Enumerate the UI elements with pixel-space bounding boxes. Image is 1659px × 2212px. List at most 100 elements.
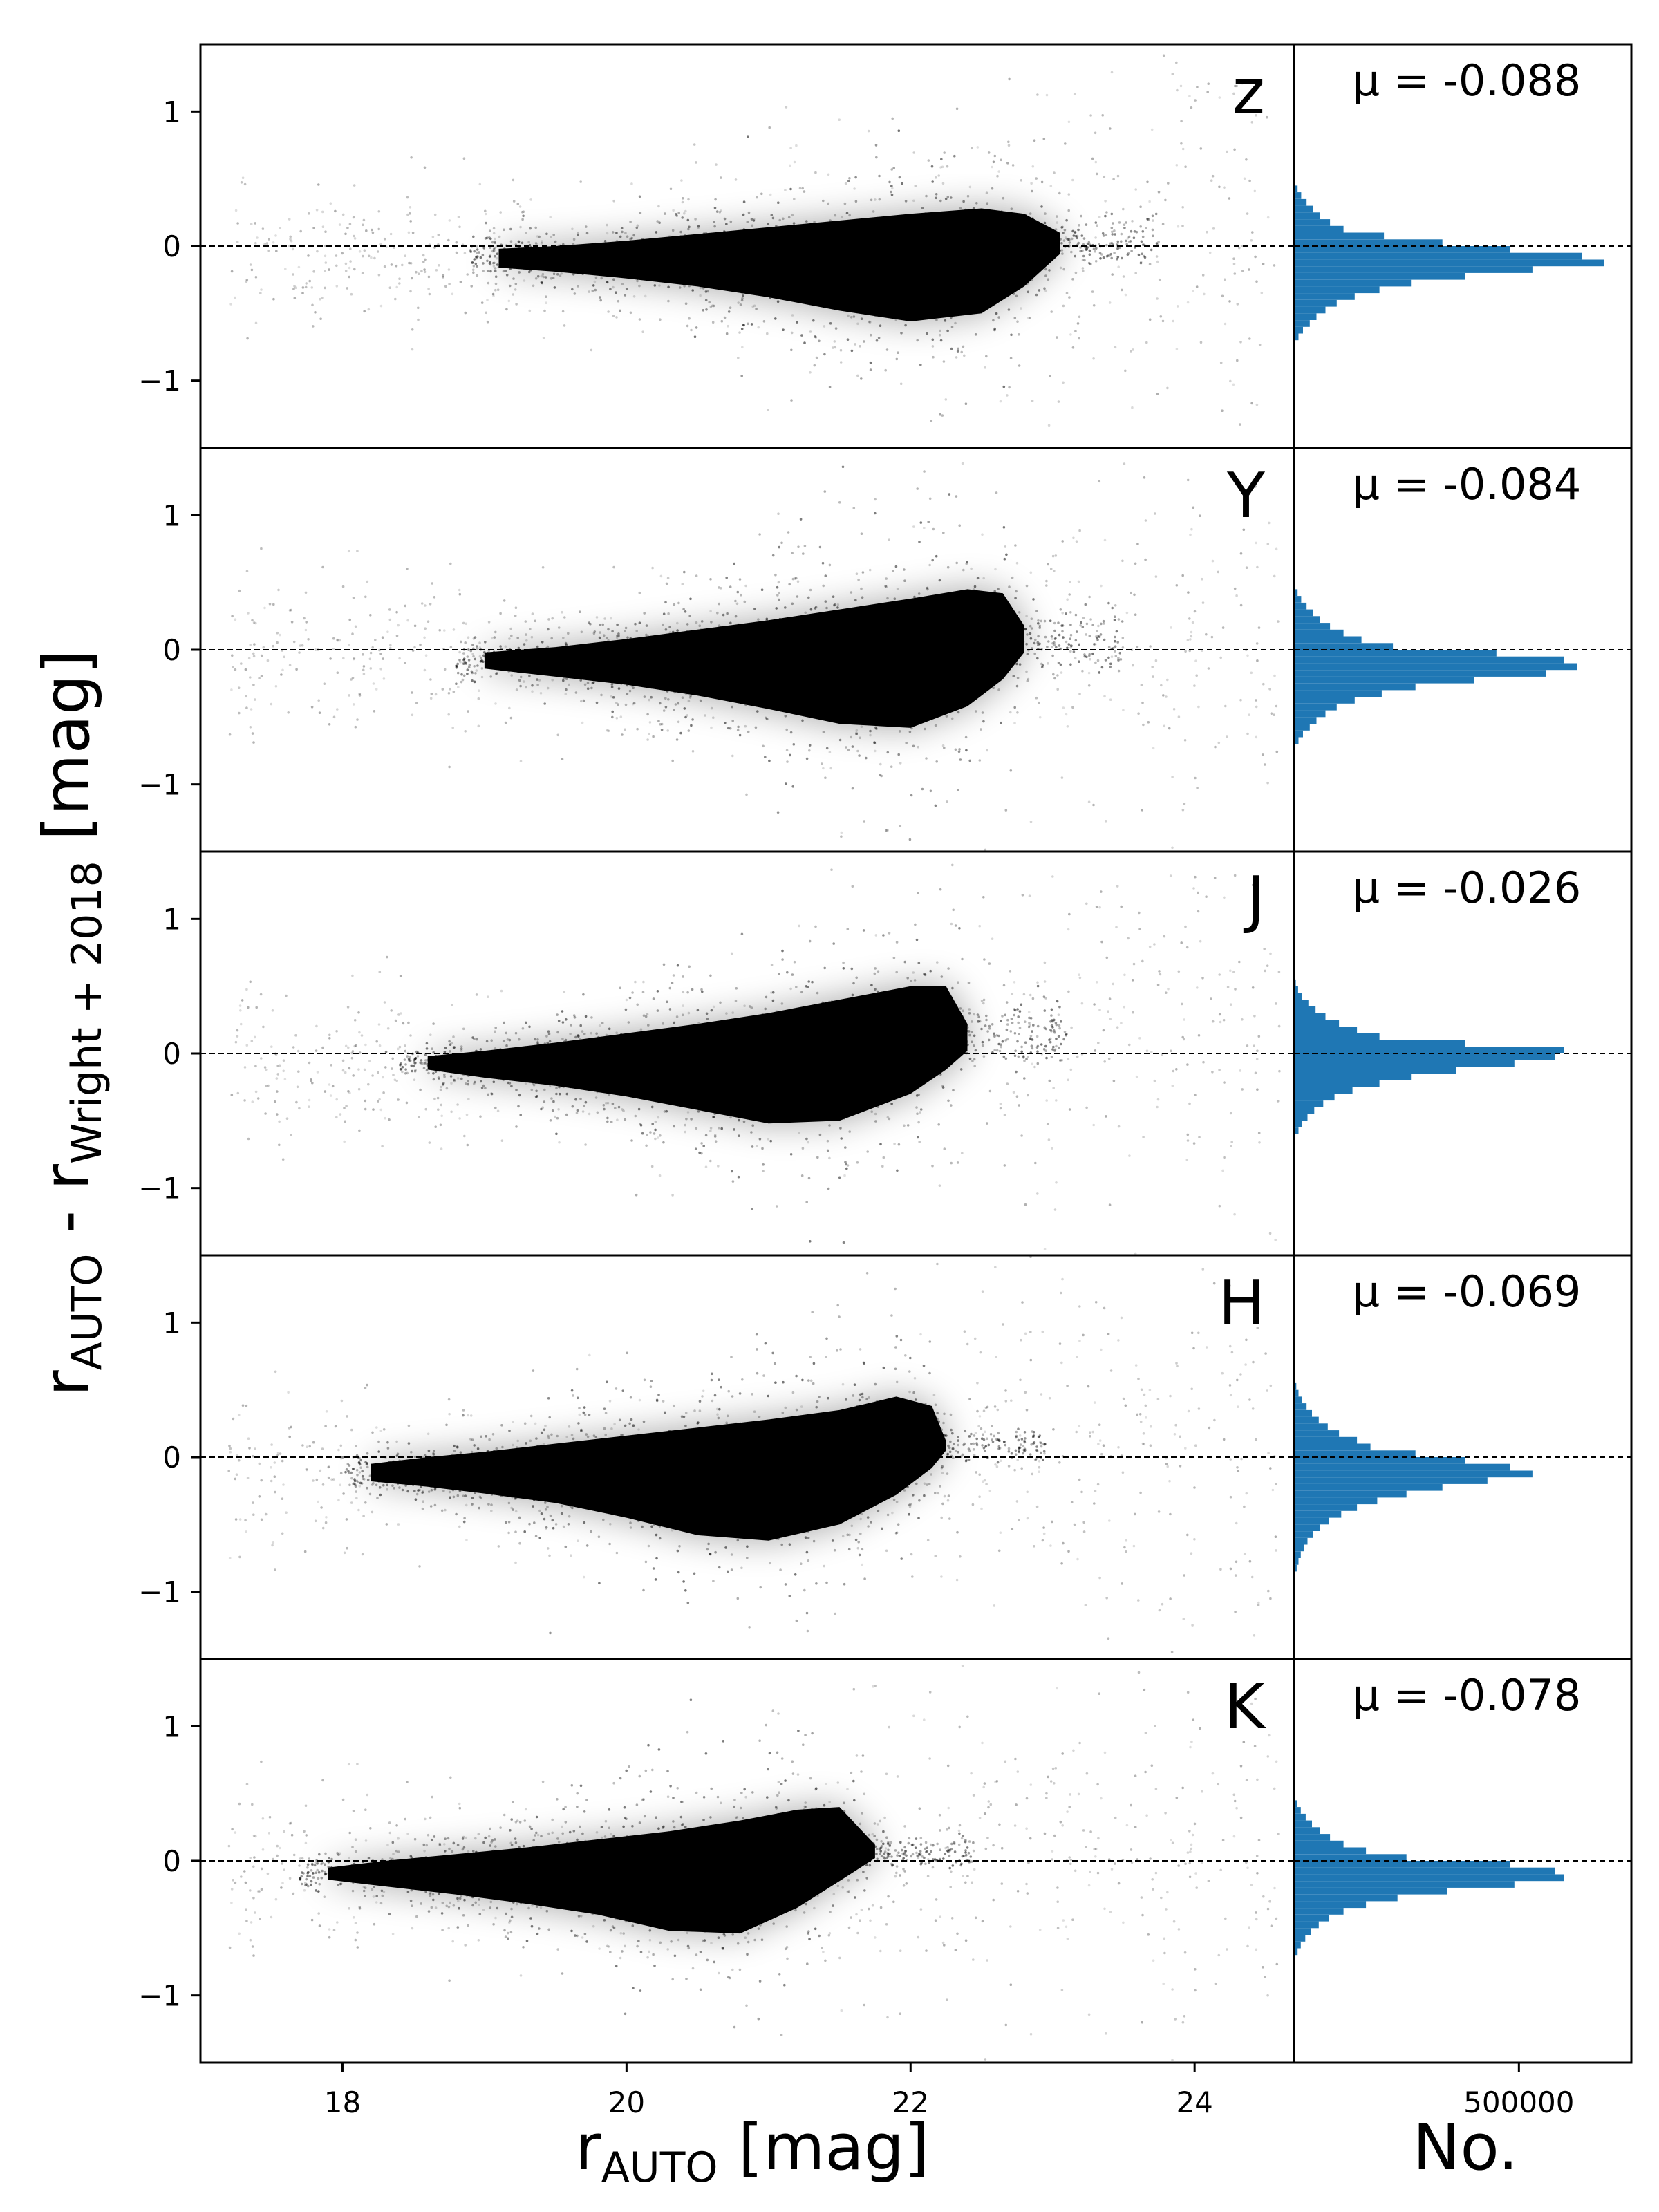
scatter-point [254, 698, 256, 701]
scatter-point [323, 682, 326, 685]
scatter-point [828, 386, 832, 388]
scatter-point [758, 533, 761, 536]
scatter-point [471, 644, 474, 646]
scatter-point [917, 745, 920, 749]
scatter-point [550, 236, 552, 238]
scatter-point [519, 1114, 522, 1116]
scatter-point [854, 176, 857, 179]
scatter-point [456, 1103, 459, 1106]
scatter-point [654, 1128, 657, 1132]
scatter-point [463, 1134, 466, 1138]
scatter-point [321, 225, 325, 229]
scatter-point [1142, 1136, 1145, 1138]
scatter-point [796, 580, 800, 583]
scatter-point [903, 1124, 906, 1127]
scatter-point [508, 637, 511, 640]
histogram-bar [1294, 724, 1310, 731]
scatter-point [1243, 177, 1246, 180]
histogram-bar [1294, 730, 1303, 738]
scatter-point [642, 980, 645, 984]
scatter-point [606, 729, 609, 732]
scatter-point [494, 1106, 497, 1109]
scatter-point [1253, 189, 1257, 193]
scatter-point [556, 733, 559, 737]
scatter-point [232, 666, 235, 668]
scatter-point [1003, 1164, 1006, 1167]
scatter-point [236, 241, 239, 244]
scatter-point [472, 655, 475, 658]
scatter-point [1275, 1002, 1277, 1005]
scatter-point [1102, 1029, 1105, 1032]
scatter-point [564, 641, 568, 645]
scatter-point [735, 602, 739, 606]
scatter-point [621, 230, 624, 234]
scatter-point [1043, 1248, 1047, 1250]
scatter-point [856, 1161, 859, 1164]
scatter-point [1077, 228, 1080, 232]
scatter-point [1049, 1029, 1052, 1031]
scatter-point [441, 688, 444, 691]
scatter-point [1134, 246, 1136, 249]
scatter-point [784, 606, 787, 609]
scatter-point [1122, 207, 1125, 211]
scatter-point [611, 1103, 615, 1105]
scatter-point [1062, 232, 1065, 234]
scatter-point [441, 1083, 444, 1087]
scatter-point [398, 1045, 402, 1049]
scatter-point [793, 960, 796, 964]
scatter-point [362, 218, 366, 222]
scatter-point [238, 1004, 242, 1007]
scatter-point [1098, 252, 1102, 254]
scatter-point [606, 223, 608, 227]
scatter-point [395, 1079, 398, 1082]
scatter-point [1132, 962, 1136, 966]
scatter-point [1117, 1125, 1121, 1128]
scatter-point [516, 637, 519, 639]
scatter-point [540, 241, 543, 245]
scatter-point [885, 348, 889, 351]
scatter-point [440, 1103, 443, 1107]
scatter-point [684, 302, 688, 306]
scatter-point [637, 1107, 641, 1111]
scatter-point [880, 774, 883, 778]
scatter-point [1234, 84, 1237, 88]
scatter-point [1107, 646, 1111, 648]
scatter-point [1112, 243, 1114, 245]
scatter-point [1233, 587, 1237, 590]
scatter-point [455, 251, 458, 254]
scatter-point [350, 292, 353, 296]
scatter-point [395, 610, 398, 614]
scatter-point [1055, 1023, 1058, 1027]
scatter-point [629, 311, 632, 315]
scatter-point [929, 789, 932, 793]
scatter-point [304, 628, 308, 632]
scatter-point [437, 234, 440, 236]
scatter-point [449, 646, 453, 649]
scatter-point [836, 606, 839, 609]
scatter-point [617, 299, 620, 303]
scatter-point [1074, 254, 1077, 258]
scatter-point [1258, 1141, 1261, 1144]
scatter-point [431, 236, 435, 238]
scatter-point [541, 641, 544, 644]
scatter-point [1139, 225, 1142, 228]
scatter-point [683, 285, 686, 288]
scatter-point [503, 1021, 505, 1024]
scatter-point [413, 646, 416, 649]
scatter-point [695, 161, 697, 164]
scatter-point [1245, 158, 1248, 161]
scatter-point [1012, 675, 1015, 677]
scatter-point [1170, 1049, 1172, 1053]
scatter-point [341, 1069, 345, 1072]
scatter-point [1114, 635, 1116, 639]
scatter-point [752, 219, 756, 222]
scatter-point [559, 1092, 561, 1096]
scatter-point [615, 702, 618, 704]
scatter-point [471, 261, 474, 264]
scatter-point [1264, 763, 1266, 766]
scatter-point [1036, 1024, 1040, 1028]
histogram-bar [1294, 643, 1394, 650]
scatter-point [515, 688, 518, 691]
scatter-point [1214, 745, 1217, 749]
scatter-point [1130, 250, 1133, 252]
